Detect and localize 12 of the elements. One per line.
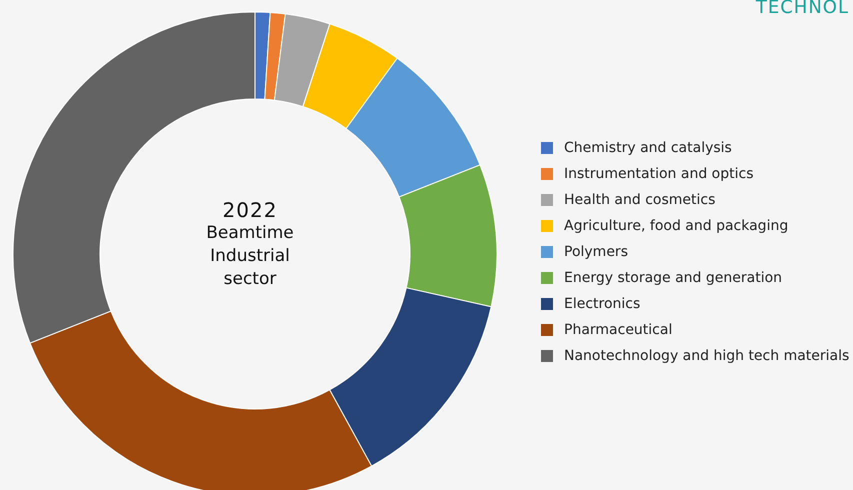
legend-label: Pharmaceutical	[564, 322, 672, 338]
legend-label: Chemistry and catalysis	[564, 140, 732, 156]
legend-label: Polymers	[564, 244, 628, 260]
text: TECHNOL	[756, 0, 849, 18]
legend-label: Energy storage and generation	[564, 270, 782, 286]
legend-label: Health and cosmetics	[564, 192, 716, 208]
legend-label: Agriculture, food and packaging	[564, 218, 788, 234]
legend-label: Nanotechnology and high tech materials	[564, 348, 850, 364]
legend-label: Instrumentation and optics	[564, 166, 754, 182]
text: 2022	[222, 198, 278, 222]
legend-label: Electronics	[564, 296, 640, 312]
text: Beamtime Industrial sector	[205, 222, 295, 291]
